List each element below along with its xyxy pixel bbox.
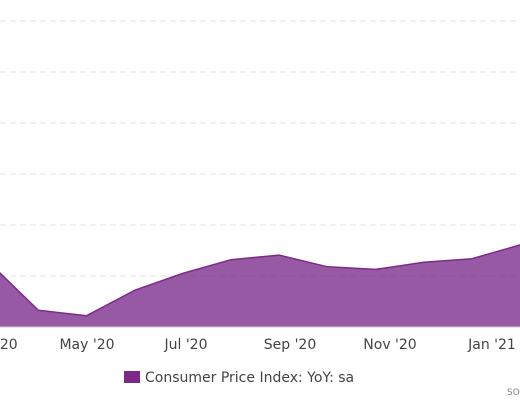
x-tick-label: '20 — [0, 337, 18, 353]
x-axis-ticks: '20 May '20 Jul '20 Sep '20 Nov '20 Jan '21 — [0, 337, 516, 353]
series-area — [0, 244, 520, 327]
legend[interactable]: Consumer Price Index: YoY: sa — [124, 370, 354, 386]
x-tick-label: May '20 — [59, 337, 114, 353]
x-tick-label: Sep '20 — [264, 337, 317, 353]
gridlines — [0, 20, 520, 277]
x-tick-label: Jul '20 — [163, 337, 207, 353]
legend-label: Consumer Price Index: YoY: sa — [145, 370, 354, 386]
legend-swatch — [124, 371, 140, 383]
x-tick-label: Nov '20 — [363, 337, 416, 353]
series-line — [0, 244, 520, 317]
source-label: SO — [507, 388, 520, 398]
x-tick-label: Jan '21 — [467, 337, 516, 353]
